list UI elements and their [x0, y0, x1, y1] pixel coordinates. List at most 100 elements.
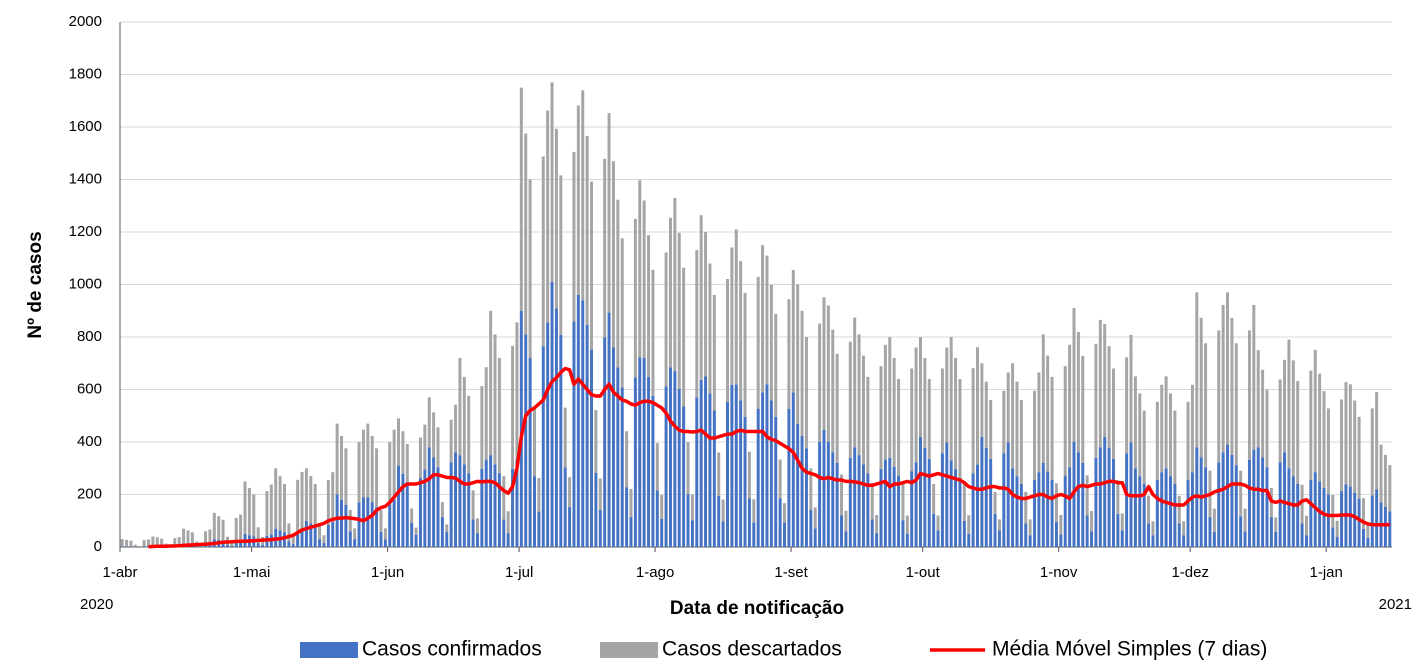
- bar: [1212, 532, 1216, 547]
- bar: [1081, 463, 1085, 547]
- bar: [436, 467, 440, 547]
- bar: [1322, 391, 1326, 488]
- bar: [655, 443, 659, 491]
- bar: [1076, 332, 1080, 453]
- bar: [761, 245, 765, 393]
- bar: [440, 517, 444, 547]
- y-tick-label: 400: [77, 433, 102, 450]
- bar: [739, 261, 743, 401]
- bar: [769, 400, 773, 547]
- bar: [1234, 465, 1238, 547]
- bar: [1353, 400, 1357, 493]
- bar: [1107, 447, 1111, 547]
- bar: [743, 292, 747, 417]
- bar: [344, 505, 348, 547]
- bar: [901, 520, 905, 547]
- bar: [1173, 484, 1177, 547]
- bar: [511, 345, 515, 469]
- bar: [633, 377, 637, 547]
- bar: [620, 387, 624, 547]
- bar: [866, 473, 870, 547]
- bar: [620, 238, 624, 388]
- bar: [980, 363, 984, 437]
- legend-swatch: [300, 642, 358, 658]
- bar: [1090, 511, 1094, 532]
- bar: [467, 473, 471, 547]
- bar: [129, 546, 133, 547]
- bar: [910, 471, 914, 547]
- bar: [331, 522, 335, 547]
- bar: [1090, 531, 1094, 547]
- bar: [204, 531, 208, 545]
- bar: [581, 90, 585, 301]
- bar: [1054, 483, 1058, 522]
- bar: [787, 408, 791, 547]
- bar: [125, 539, 129, 547]
- bar: [1063, 475, 1067, 547]
- bar: [923, 447, 927, 547]
- bar: [1002, 453, 1006, 547]
- bar: [489, 455, 493, 547]
- bar: [695, 397, 699, 547]
- bar: [1041, 463, 1045, 547]
- bar: [1375, 489, 1379, 547]
- bar: [471, 519, 475, 547]
- bar: [1151, 521, 1155, 536]
- bar: [243, 481, 247, 534]
- bar: [519, 87, 523, 311]
- bar: [1142, 410, 1146, 484]
- bar: [1239, 470, 1243, 517]
- bar: [1344, 382, 1348, 485]
- bar: [1160, 472, 1164, 547]
- bar: [932, 513, 936, 547]
- bar: [1173, 410, 1177, 484]
- bar: [616, 199, 620, 368]
- bar: [954, 469, 958, 547]
- bar: [120, 539, 124, 547]
- x-tick-label: 1-jan: [1310, 564, 1343, 581]
- bar: [831, 329, 835, 453]
- bar: [1252, 304, 1256, 450]
- bar: [1006, 442, 1010, 547]
- bar: [932, 484, 936, 514]
- bar: [449, 419, 453, 463]
- bar: [853, 447, 857, 547]
- bar: [625, 487, 629, 547]
- bar: [682, 406, 686, 547]
- bar: [708, 263, 712, 394]
- bar: [870, 483, 874, 520]
- bar: [357, 502, 361, 547]
- moving-average-line: [148, 366, 1390, 549]
- bar: [1103, 436, 1107, 547]
- bar: [954, 358, 958, 470]
- bar: [563, 407, 567, 468]
- bar: [576, 105, 580, 295]
- y-tick-label: 1800: [69, 65, 102, 82]
- bar: [603, 337, 607, 547]
- bar: [611, 347, 615, 547]
- bar: [383, 539, 387, 547]
- bar: [282, 532, 286, 547]
- bar: [234, 540, 238, 547]
- bar: [897, 475, 901, 547]
- bar: [1125, 453, 1129, 547]
- bar: [870, 519, 874, 547]
- bar: [647, 376, 651, 547]
- bar: [151, 536, 155, 546]
- bar: [1002, 390, 1006, 454]
- bar: [761, 392, 765, 547]
- bar: [1318, 373, 1322, 482]
- y-axis-title: Nº de casos: [25, 231, 46, 338]
- bar: [1300, 523, 1304, 547]
- bar: [142, 540, 146, 547]
- bar: [585, 324, 589, 547]
- bar: [1366, 522, 1370, 538]
- bar: [199, 546, 203, 547]
- bar: [989, 400, 993, 459]
- bar: [1265, 467, 1269, 547]
- bar: [1094, 457, 1098, 547]
- bar: [1120, 530, 1124, 547]
- bar: [497, 358, 501, 474]
- bar: [642, 358, 646, 547]
- bar: [576, 295, 580, 547]
